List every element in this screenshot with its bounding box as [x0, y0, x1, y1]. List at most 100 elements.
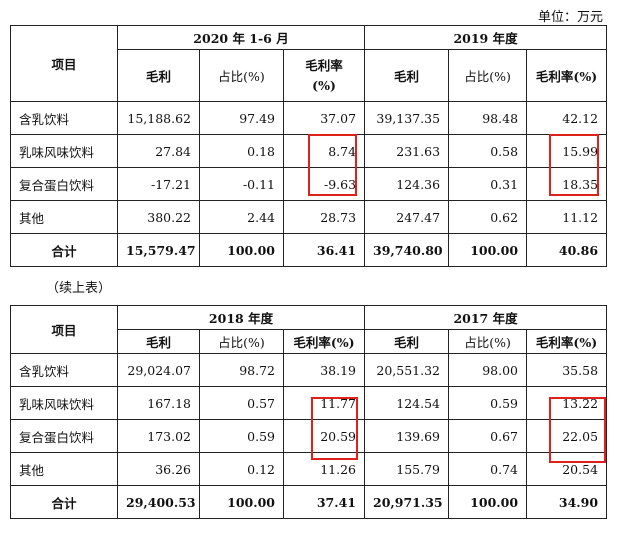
table-cell: 36.41: [282, 233, 366, 267]
table-cell: 20,971.35: [364, 485, 450, 519]
table-cell: 98.00: [448, 353, 528, 387]
table-cell: 124.54: [364, 386, 450, 420]
table-cell: -17.21: [117, 167, 200, 201]
row-label: 合计: [10, 485, 118, 519]
period-header: 2019 年度: [364, 25, 608, 50]
table-cell: 100.00: [448, 233, 528, 267]
row-label: 含乳饮料: [10, 101, 118, 135]
period-header: 2017 年度: [364, 305, 608, 330]
table-cell: 380.22: [117, 200, 200, 234]
table-cell: 22.05: [526, 419, 608, 453]
period-header: 2018 年度: [116, 305, 366, 330]
table-cell: 100.00: [448, 485, 528, 519]
column-header: 毛利率(%): [526, 329, 608, 354]
row-label: 其他: [10, 200, 118, 234]
table-cell: 0.18: [199, 134, 284, 168]
gross-profit-table-2020-2019: 项目 2020 年 1-6 月 2019 年度 毛利 占比(%) 毛利率 (%)…: [10, 25, 608, 267]
table-row: 乳味风味饮料 27.84 0.18 8.74 231.63 0.58 15.99: [10, 134, 608, 168]
column-header: 占比(%): [448, 49, 528, 102]
table-cell: 155.79: [364, 452, 450, 486]
table-cell: 0.62: [448, 200, 528, 234]
highlight-box: [308, 134, 357, 196]
table-cell: 11.26: [282, 452, 366, 486]
table-row: 乳味风味饮料 167.18 0.57 11.77 124.54 0.59 13.…: [10, 386, 608, 420]
table-cell: 98.48: [448, 101, 528, 135]
column-header: 毛利: [364, 49, 450, 102]
column-header: 毛利: [364, 329, 450, 354]
total-row: 合计 29,400.53 100.00 37.41 20,971.35 100.…: [10, 485, 608, 519]
row-label: 复合蛋白饮料: [10, 167, 118, 201]
table-row: 含乳饮料 15,188.62 97.49 37.07 39,137.35 98.…: [10, 101, 608, 135]
column-header: 毛利率 (%): [282, 49, 366, 102]
table-cell: 0.58: [448, 134, 528, 168]
table-cell: 11.77: [282, 386, 366, 420]
table-cell: 29,024.07: [117, 353, 200, 387]
table-row: 其他 36.26 0.12 11.26 155.79 0.74 20.54: [10, 452, 608, 486]
table-cell: 37.07: [282, 101, 366, 135]
gross-profit-table-2018-2017: 项目 2018 年度 2017 年度 毛利 占比(%) 毛利率(%) 毛利 占比…: [10, 305, 608, 519]
total-row: 合计 15,579.47 100.00 36.41 39,740.80 100.…: [10, 233, 608, 267]
highlight-box: [549, 134, 599, 196]
table-cell: 20.54: [526, 452, 608, 486]
table-cell: 0.67: [448, 419, 528, 453]
table-cell: 100.00: [199, 233, 284, 267]
row-label: 含乳饮料: [10, 353, 118, 387]
table-cell: 247.47: [364, 200, 450, 234]
table-cell: 0.31: [448, 167, 528, 201]
table-cell: 15,579.47: [117, 233, 200, 267]
table-cell: 0.57: [199, 386, 284, 420]
table-cell: 15,188.62: [117, 101, 200, 135]
table-cell: 2.44: [199, 200, 284, 234]
table-row: 复合蛋白饮料 -17.21 -0.11 -9.63 124.36 0.31 18…: [10, 167, 608, 201]
row-label: 乳味风味饮料: [10, 386, 118, 420]
table-cell: 42.12: [526, 101, 608, 135]
column-header: 毛利: [117, 329, 200, 354]
table-cell: 97.49: [199, 101, 284, 135]
table-cell: 173.02: [117, 419, 200, 453]
unit-label: 单位：万元: [537, 10, 603, 25]
table-cell: 167.18: [117, 386, 200, 420]
table-row: 其他 380.22 2.44 28.73 247.47 0.62 11.12: [10, 200, 608, 234]
table-cell: 100.00: [199, 485, 284, 519]
table-cell: 27.84: [117, 134, 200, 168]
table-cell: -0.11: [199, 167, 284, 201]
item-header: 项目: [10, 305, 118, 354]
table-cell: 13.22: [526, 386, 608, 420]
column-header: 占比(%): [448, 329, 528, 354]
table-row: 复合蛋白饮料 173.02 0.59 20.59 139.69 0.67 22.…: [10, 419, 608, 453]
table-cell: 20,551.32: [364, 353, 450, 387]
row-label: 其他: [10, 452, 118, 486]
highlight-box: [549, 397, 606, 463]
table-cell: 124.36: [364, 167, 450, 201]
column-header: 占比(%): [199, 49, 284, 102]
column-header: 占比(%): [199, 329, 284, 354]
item-header: 项目: [10, 25, 118, 102]
column-header: 毛利: [117, 49, 200, 102]
table-cell: 139.69: [364, 419, 450, 453]
column-header: 毛利率(%): [526, 49, 608, 102]
table-cell: 39,137.35: [364, 101, 450, 135]
row-label: 乳味风味饮料: [10, 134, 118, 168]
table-cell: 11.12: [526, 200, 608, 234]
table-cell: 28.73: [282, 200, 366, 234]
table-cell: 0.12: [199, 452, 284, 486]
table-cell: 37.41: [282, 485, 366, 519]
table-cell: 38.19: [282, 353, 366, 387]
table-cell: 29,400.53: [117, 485, 200, 519]
highlight-box: [311, 397, 358, 460]
table-cell: 36.26: [117, 452, 200, 486]
row-label: 合计: [10, 233, 118, 267]
table-cell: 98.72: [199, 353, 284, 387]
table-cell: 35.58: [526, 353, 608, 387]
column-header: 毛利率(%): [282, 329, 366, 354]
period-header: 2020 年 1-6 月: [116, 25, 366, 50]
continued-label: （续上表）: [46, 281, 112, 296]
table-cell: 34.90: [526, 485, 608, 519]
table-row: 含乳饮料 29,024.07 98.72 38.19 20,551.32 98.…: [10, 353, 608, 387]
table-cell: 0.74: [448, 452, 528, 486]
table-cell: 0.59: [448, 386, 528, 420]
table-cell: 231.63: [364, 134, 450, 168]
row-label: 复合蛋白饮料: [10, 419, 118, 453]
table-cell: 20.59: [282, 419, 366, 453]
table-cell: 39,740.80: [364, 233, 450, 267]
